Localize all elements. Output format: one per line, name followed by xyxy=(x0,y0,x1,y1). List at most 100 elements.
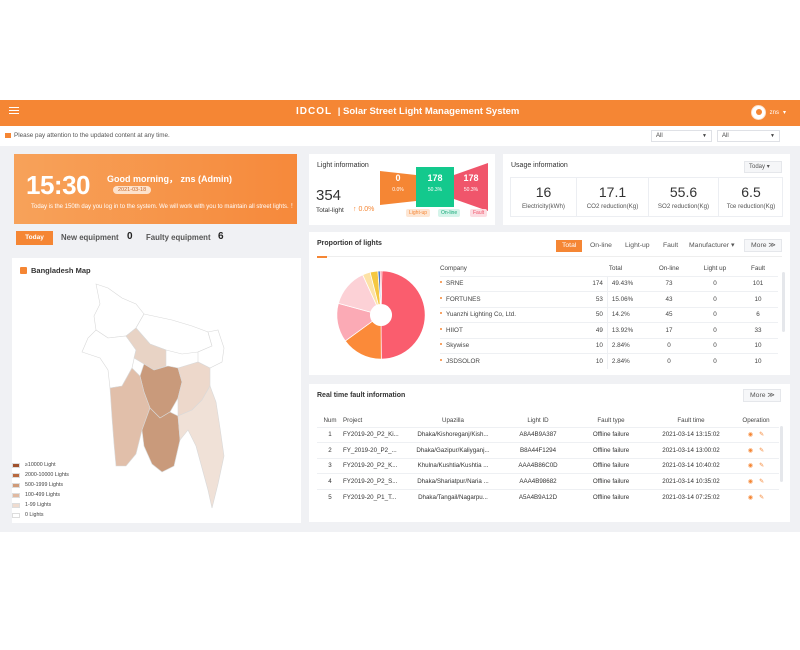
tab-total[interactable]: Total xyxy=(556,240,583,252)
new-equipment-value: 0 xyxy=(127,231,133,242)
fault-value: 178 xyxy=(463,173,479,183)
total-cell: 53 xyxy=(585,291,608,307)
total-light-change: ↑ 0.0% xyxy=(353,206,374,213)
map-icon xyxy=(20,267,27,274)
column-header: Upazilla xyxy=(441,416,464,424)
table-row[interactable]: SRNE 174 49.43% 73 0 101 xyxy=(440,275,778,292)
table-row[interactable]: Skywise 10 2.84% 0 0 10 xyxy=(440,337,778,354)
avatar[interactable] xyxy=(750,105,766,120)
map-region-khulna xyxy=(109,367,151,467)
table-row[interactable]: 4 FY2019-20_P2_S... Dhaka/Shariatpur/Naria… xyxy=(317,473,779,489)
proportion-pie-chart[interactable] xyxy=(335,269,427,361)
usage-label: CO2 reduction(Kg) xyxy=(586,203,639,210)
lightup-stat: 0 0.0% xyxy=(380,168,416,193)
proportion-card: Proportion of lights Total On-line Light… xyxy=(309,232,790,375)
num-cell: 4 xyxy=(317,473,343,489)
legend-swatch xyxy=(12,493,20,498)
bangladesh-map[interactable] xyxy=(12,258,301,523)
fault-cell: 6 xyxy=(738,306,778,323)
usage-tile: 55.6 SO2 reduction(Kg) xyxy=(649,178,719,216)
table-row[interactable]: 3 FY2019-20_P2_K... Khulna/Kushtia/Kushtia… xyxy=(317,457,779,474)
wrench-icon[interactable]: ✎ xyxy=(759,447,765,454)
menu-icon[interactable] xyxy=(9,107,19,117)
chevron-down-icon: ▼ xyxy=(770,133,775,139)
pct-cell: 14.2% xyxy=(606,306,646,323)
tab-lightup[interactable]: Light-up xyxy=(625,242,650,249)
table-row[interactable]: 2 FY_2019-20_P2_... Dhaka/Gazipur/Kaliygan… xyxy=(317,442,779,458)
table-row[interactable]: Yuanzhi Lighting Co, Ltd. 50 14.2% 45 0 6 xyxy=(440,306,778,323)
table-row[interactable]: FORTUNES 53 15.06% 43 0 10 xyxy=(440,291,778,307)
today-button[interactable]: Today xyxy=(16,231,53,245)
bullet-icon xyxy=(440,312,442,315)
table-row[interactable]: HIIOT 49 13.92% 17 0 33 xyxy=(440,322,778,338)
table-row[interactable]: 1 FY2019-20_P2_Ki... Dhaka/Kishoreganj/Kis… xyxy=(317,426,779,443)
tab-fault[interactable]: Fault xyxy=(663,242,679,249)
total-cell: 50 xyxy=(585,306,608,323)
upazilla-cell: Dhaka/Gazipur/Kaliyganj... xyxy=(403,442,503,458)
company-cell: FORTUNES xyxy=(440,291,585,307)
company-cell: Skywise xyxy=(440,337,585,354)
district-select-value: All xyxy=(722,133,729,139)
today-label: Today xyxy=(25,234,44,241)
notice-icon xyxy=(5,133,11,138)
usage-value: 55.6 xyxy=(669,184,698,200)
view-icon[interactable]: ◉ xyxy=(747,447,754,454)
view-icon[interactable]: ◉ xyxy=(747,432,754,439)
operation-cell: ◉ ✎ xyxy=(733,426,779,443)
operation-cell: ◉ ✎ xyxy=(733,457,779,474)
column-header: Company xyxy=(440,265,467,273)
view-icon[interactable]: ◉ xyxy=(747,478,754,485)
fault-more-button[interactable]: More ≫ xyxy=(743,389,781,402)
company-cell: HIIOT xyxy=(440,322,585,338)
wrench-icon[interactable]: ✎ xyxy=(759,478,765,485)
online-pct: 50.3% xyxy=(427,187,443,193)
proportion-more-button[interactable]: More ≫ xyxy=(744,239,782,252)
view-icon[interactable]: ◉ xyxy=(747,494,754,501)
wrench-icon[interactable]: ✎ xyxy=(759,463,765,470)
tab-online[interactable]: On-line xyxy=(590,242,612,249)
map-region-chittagong-south xyxy=(177,385,225,509)
legend-swatch xyxy=(12,513,20,518)
scrollbar[interactable] xyxy=(780,426,783,482)
user-menu[interactable]: zns ▾ xyxy=(750,105,786,120)
online-cell: 17 xyxy=(646,322,692,338)
pct-cell: 49.43% xyxy=(606,275,646,292)
wrench-icon[interactable]: ✎ xyxy=(759,494,765,501)
proportion-title: Proportion of lights xyxy=(317,240,382,247)
light-status-shapes xyxy=(380,163,488,211)
wrench-icon[interactable]: ✎ xyxy=(759,432,765,439)
bullet-icon xyxy=(440,327,442,330)
tab-manufacturer[interactable]: Manufacturer ▾ xyxy=(689,240,734,252)
usage-period-select[interactable]: Today ▾ xyxy=(744,161,782,173)
usage-value: 16 xyxy=(535,184,552,200)
total-cell: 174 xyxy=(585,275,608,292)
bullet-icon xyxy=(440,281,442,284)
company-name: Skywise xyxy=(446,342,470,350)
table-row[interactable]: 5 FY2019-20_P1_T... Dhaka/Tangail/Nagarpu.… xyxy=(317,488,779,505)
fault-card: Real time fault information More ≫ Num P… xyxy=(309,384,790,522)
region-select[interactable]: All ▼ xyxy=(651,130,712,142)
table-row[interactable]: JSDSOLOR 10 2.84% 0 0 10 xyxy=(440,353,778,369)
pie-slice[interactable] xyxy=(380,270,426,360)
column-header: Light ID xyxy=(527,416,549,424)
pie-slice[interactable] xyxy=(379,270,383,316)
column-header: Total xyxy=(608,265,623,273)
num-cell: 2 xyxy=(317,442,343,458)
light-id-cell: A8A4B9A387 xyxy=(503,426,573,443)
scrollbar[interactable] xyxy=(782,272,785,332)
fault-type-cell: Offline failure xyxy=(573,442,649,458)
district-select[interactable]: All ▼ xyxy=(717,130,780,142)
pie-hole xyxy=(369,303,393,327)
view-icon[interactable]: ◉ xyxy=(747,463,754,470)
company-table: Company Total On-line Light up Fault SRN… xyxy=(440,262,778,369)
fault-title: Real time fault information xyxy=(317,392,406,399)
upazilla-cell: Dhaka/Shariatpur/Naria ... xyxy=(403,473,503,489)
fault-label: Fault xyxy=(470,209,488,217)
fault-type-cell: Offline failure xyxy=(573,457,649,474)
company-name: Yuanzhi Lighting Co, Ltd. xyxy=(446,311,517,319)
lightup-value: 0 xyxy=(395,173,401,183)
column-header: Fault time xyxy=(677,416,705,424)
tab-manufacturer-label: Manufacturer xyxy=(689,242,730,249)
fault-pct: 50.3% xyxy=(463,187,479,193)
usage-tiles: 16 Electricity(kWh) 17.1 CO2 reduction(Kg)… xyxy=(510,177,783,217)
